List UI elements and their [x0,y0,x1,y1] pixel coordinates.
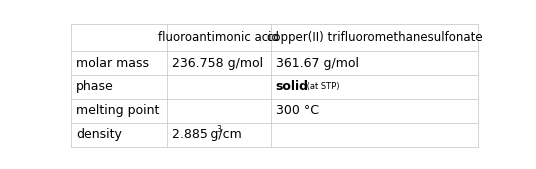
Text: 236.758 g/mol: 236.758 g/mol [172,56,263,69]
Text: fluoroantimonic acid: fluoroantimonic acid [158,31,279,44]
Text: 3: 3 [217,125,221,134]
Text: 2.885 g/cm: 2.885 g/cm [172,128,242,141]
Text: copper(II) trifluoromethanesulfonate: copper(II) trifluoromethanesulfonate [266,31,482,44]
Text: 300 °C: 300 °C [276,104,318,117]
Text: phase: phase [76,80,114,93]
Text: melting point: melting point [76,104,160,117]
Text: solid: solid [276,80,309,93]
Text: density: density [76,128,122,141]
Text: 361.67 g/mol: 361.67 g/mol [276,56,359,69]
Text: (at STP): (at STP) [304,82,339,91]
Text: molar mass: molar mass [76,56,149,69]
